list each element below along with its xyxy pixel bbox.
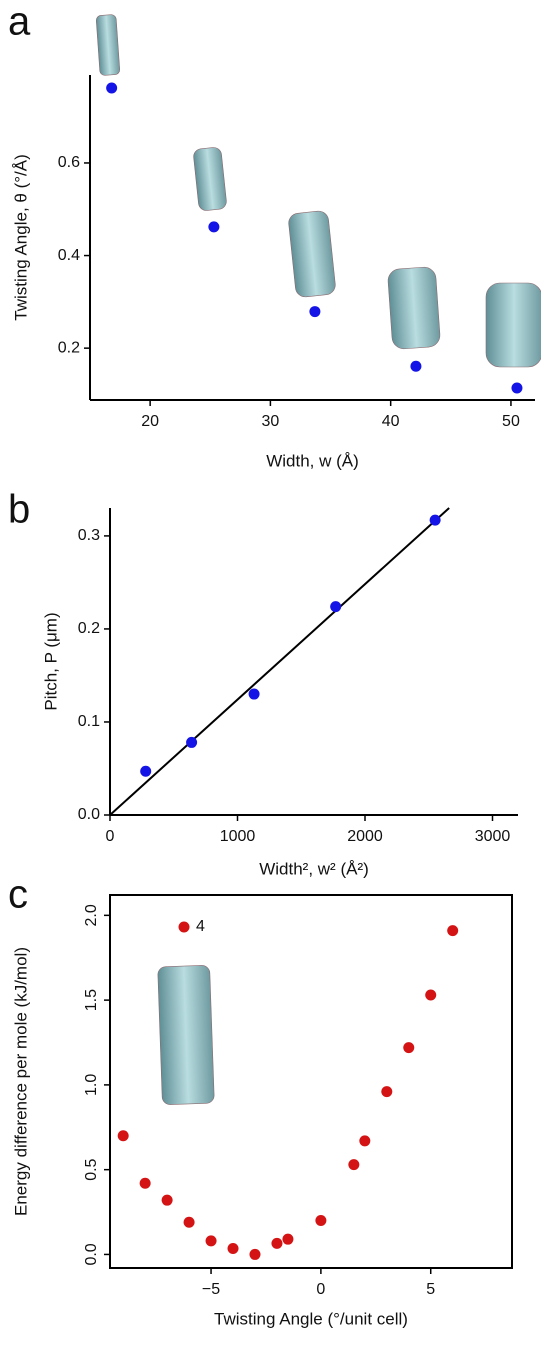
y-axis-title: Twisting Angle, θ (°/Å) (11, 154, 30, 320)
fit-line (109, 507, 450, 816)
data-point (511, 382, 523, 394)
legend-label: 4 (196, 918, 205, 935)
y-tick-label: 0.3 (78, 527, 100, 544)
data-point (348, 1159, 360, 1171)
y-tick-label: 0.5 (83, 1158, 100, 1180)
panel-label: c (8, 873, 28, 917)
y-axis-title: Pitch, P (μm) (41, 612, 60, 710)
nanorod (95, 14, 121, 76)
x-tick-label: 0 (316, 1281, 325, 1298)
y-tick-label: 0.6 (58, 154, 80, 171)
nanorod (288, 210, 336, 298)
x-tick-label: 50 (502, 413, 520, 430)
data-point (429, 514, 441, 526)
y-tick-label: 1.0 (83, 1074, 100, 1096)
x-tick-label: 1000 (220, 828, 256, 845)
data-point (315, 1215, 327, 1227)
data-point (205, 1235, 217, 1247)
y-tick-label: 0.4 (58, 247, 80, 264)
data-point (186, 736, 198, 748)
nanorod (387, 266, 441, 350)
y-tick-label: 0.0 (83, 1243, 100, 1265)
x-tick-label: 40 (382, 413, 400, 430)
x-tick-label: 30 (262, 413, 280, 430)
data-point (117, 1130, 129, 1142)
data-point (161, 1194, 173, 1206)
x-tick-label: 5 (426, 1281, 435, 1298)
data-point (140, 765, 152, 777)
data-point (403, 1042, 415, 1054)
data-point (139, 1177, 151, 1189)
y-tick-label: 0.2 (58, 339, 80, 356)
data-point (410, 360, 422, 372)
data-point (227, 1243, 239, 1255)
y-tick-label: 2.0 (83, 904, 100, 926)
x-tick-label: 2000 (347, 828, 383, 845)
x-axis-title: Width², w² (Å²) (259, 859, 369, 878)
legend-marker (178, 921, 190, 933)
x-tick-label: 20 (141, 413, 159, 430)
nanorod (485, 282, 541, 368)
y-axis-title: Energy difference per mole (kJ/mol) (11, 947, 30, 1216)
data-point (106, 82, 118, 94)
y-tick-label: 0.0 (78, 806, 100, 823)
x-tick-label: 0 (106, 828, 115, 845)
nanorod (193, 147, 227, 211)
y-tick-label: 1.5 (83, 989, 100, 1011)
panel-label: a (8, 0, 31, 44)
x-axis-title: Twisting Angle (°/unit cell) (214, 1309, 408, 1328)
x-tick-label: 3000 (475, 828, 511, 845)
data-point (330, 601, 342, 613)
data-point (248, 688, 260, 700)
plot-frame (109, 894, 513, 1269)
data-point (447, 925, 459, 937)
data-point (271, 1237, 283, 1249)
data-point (381, 1086, 393, 1098)
y-tick-label: 0.1 (78, 713, 100, 730)
data-point (183, 1216, 195, 1228)
nanorod (157, 965, 215, 1105)
data-point (359, 1135, 371, 1147)
x-tick-label: −5 (202, 1281, 220, 1298)
data-point (309, 306, 321, 318)
nanorod-illustrations (95, 14, 541, 1105)
data-point (425, 989, 437, 1001)
x-axis-title: Width, w (Å) (266, 451, 359, 470)
data-point (249, 1248, 261, 1260)
panel-label: b (8, 488, 30, 532)
data-point (282, 1233, 294, 1245)
y-tick-label: 0.2 (78, 620, 100, 637)
data-point (208, 221, 220, 233)
